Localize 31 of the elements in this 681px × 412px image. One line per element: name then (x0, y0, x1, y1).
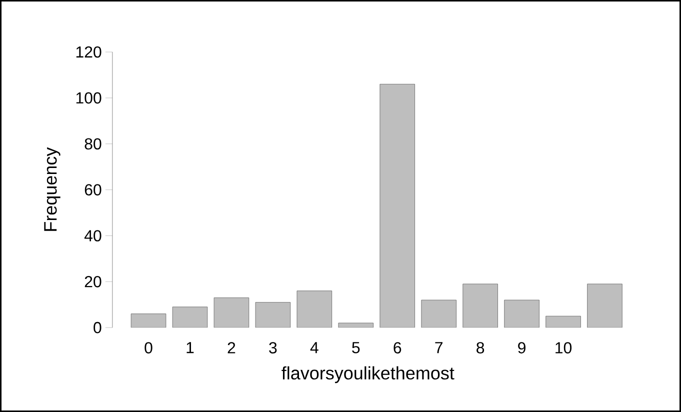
y-tick-label: 100 (76, 92, 102, 104)
x-tick-label: 8 (476, 342, 484, 354)
x-tick-label: 0 (144, 342, 152, 354)
x-tick-label: 3 (269, 342, 277, 354)
bar (421, 300, 456, 328)
x-tick-label: 9 (518, 342, 526, 354)
bar (587, 284, 622, 328)
x-tick-label: 5 (352, 342, 360, 354)
y-axis-title: Frequency (44, 147, 60, 231)
bar (214, 298, 249, 328)
y-tick-label: 40 (84, 230, 102, 242)
x-axis-title: flavorsyoulikethemost (282, 366, 454, 384)
bar (256, 302, 290, 328)
x-tick-label: 4 (310, 342, 318, 354)
y-tick-label: 0 (94, 322, 102, 334)
bar (462, 284, 498, 328)
bar (296, 290, 332, 328)
x-tick-label: 1 (186, 342, 194, 354)
x-tick-label: 7 (435, 342, 442, 354)
x-tick-label: 2 (228, 342, 236, 354)
bar (546, 316, 581, 328)
x-tick-label: 10 (556, 342, 572, 354)
bar (172, 306, 208, 328)
bar (504, 300, 540, 328)
y-tick-label: 20 (84, 276, 102, 288)
bar (131, 314, 166, 328)
y-tick-label: 80 (84, 138, 102, 150)
x-tick-label: 6 (394, 342, 402, 354)
y-tick-label: 120 (76, 46, 102, 58)
bar (380, 84, 415, 328)
y-tick-label: 60 (84, 184, 102, 196)
